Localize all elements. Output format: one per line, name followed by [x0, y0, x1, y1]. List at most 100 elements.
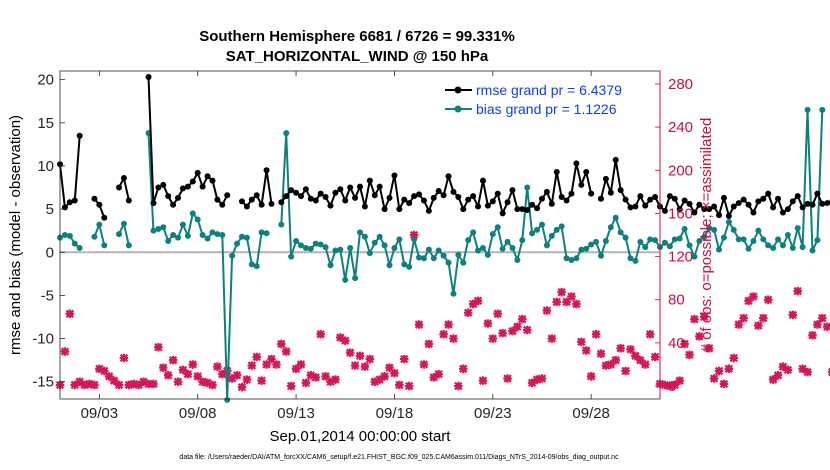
rmse-point: [479, 177, 486, 184]
rmse-point: [352, 194, 359, 201]
obs-count-marker: [85, 379, 94, 389]
obs-count-marker: [400, 354, 409, 364]
bias-point: [312, 240, 319, 247]
rmse-point: [460, 206, 467, 213]
x-tick-label: 09/28: [572, 405, 610, 422]
bias-point: [484, 251, 491, 258]
obs-count-marker: [444, 320, 453, 329]
obs-count-marker: [124, 380, 134, 390]
bias-point: [583, 245, 590, 252]
bias-point: [238, 233, 245, 240]
bias-point: [612, 214, 619, 221]
obs-count-marker: [562, 297, 571, 307]
rmse-point: [435, 187, 442, 194]
rmse-point: [534, 205, 541, 212]
bias-point: [101, 242, 108, 249]
bias-point: [637, 238, 644, 245]
obs-count-marker: [695, 332, 704, 341]
rmse-point: [671, 195, 678, 202]
obs-count-marker: [227, 374, 237, 383]
bias-point: [750, 238, 757, 245]
bias-point: [597, 252, 604, 259]
obs-count-marker: [178, 365, 188, 375]
obs-count-marker: [360, 362, 370, 371]
obs-count-marker: [783, 365, 793, 375]
obs-count-marker: [213, 362, 222, 371]
bias-point: [691, 253, 698, 260]
obs-count-marker: [139, 377, 148, 386]
bias-point: [61, 232, 68, 238]
obs-count-marker: [459, 364, 468, 374]
bias-point: [765, 242, 772, 249]
obs-count-marker: [154, 342, 163, 352]
obs-count-marker: [626, 345, 635, 354]
obs-count-marker: [601, 361, 611, 370]
bias-point: [770, 244, 777, 251]
obs-count-marker: [311, 373, 320, 382]
rmse-point: [553, 168, 560, 175]
rmse-point: [765, 190, 772, 197]
obs-count-marker: [173, 377, 183, 386]
rmse-point: [760, 195, 767, 202]
rmse-point: [66, 199, 73, 206]
obs-count-marker: [714, 366, 724, 376]
bias-point: [514, 257, 521, 264]
bias-point: [425, 246, 432, 253]
obs-count-marker: [60, 347, 70, 356]
obs-count-marker: [129, 379, 139, 389]
rmse-point: [175, 194, 182, 201]
obs-count-marker: [326, 377, 335, 386]
y-tick-label-right: 160: [668, 205, 693, 222]
bias-point: [602, 238, 609, 245]
bias-point: [248, 261, 255, 268]
rmse-point: [258, 201, 265, 208]
rmse-point: [125, 197, 132, 204]
obs-count-marker: [473, 296, 483, 306]
bias-point: [489, 231, 496, 238]
rmse-point: [297, 193, 304, 200]
bias-point: [814, 237, 821, 244]
rmse-point: [814, 190, 821, 197]
y-tick-label-right: 280: [668, 76, 693, 93]
rmse-point: [681, 197, 688, 204]
obs-count-marker: [719, 379, 729, 389]
rmse-point: [750, 209, 757, 216]
rmse-point: [430, 194, 437, 201]
bias-point: [430, 255, 437, 262]
rmse-point: [145, 74, 152, 81]
obs-count-marker: [247, 361, 257, 370]
obs-count-marker: [336, 333, 345, 342]
obs-count-marker: [114, 380, 124, 390]
bias-point: [740, 236, 747, 243]
rmse-point: [184, 183, 191, 190]
bias-point: [96, 221, 103, 228]
bias-point: [760, 236, 767, 243]
obs-count-marker: [321, 372, 330, 381]
obs-count-marker: [218, 369, 227, 379]
bias-point: [701, 233, 708, 240]
rmse-point: [824, 200, 830, 207]
bias-point: [391, 244, 398, 251]
rmse-point: [573, 160, 580, 167]
obs-count-marker: [95, 364, 104, 374]
obs-count-marker: [547, 334, 557, 343]
x-tick-label: 09/18: [376, 405, 414, 422]
obs-count-marker: [572, 299, 581, 309]
obs-count-marker: [306, 371, 316, 380]
rmse-point: [529, 201, 536, 208]
obs-count-marker: [670, 380, 680, 390]
rmse-point: [91, 195, 98, 202]
obs-count-marker: [645, 330, 655, 339]
bias-point: [681, 225, 688, 232]
rmse-point: [597, 195, 604, 202]
bias-point: [632, 257, 639, 264]
bias-point: [730, 226, 737, 233]
obs-count-marker: [665, 381, 675, 391]
rmse-point: [396, 206, 403, 213]
rmse-point: [578, 181, 585, 188]
bias-point: [563, 255, 570, 262]
obs-count-marker: [503, 374, 512, 383]
rmse-point: [189, 178, 196, 185]
rmse-point: [716, 212, 723, 219]
obs-count-marker: [690, 314, 699, 324]
